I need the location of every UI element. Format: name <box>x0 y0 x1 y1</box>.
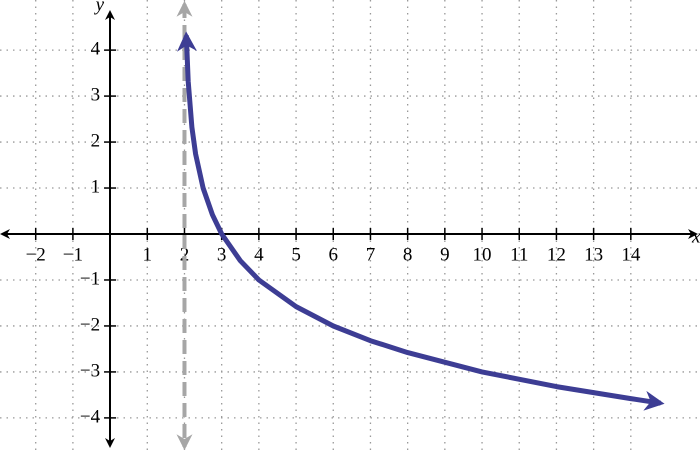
y-tick-label: −3 <box>80 360 100 381</box>
y-tick-label: 4 <box>91 38 101 59</box>
x-tick-label: 13 <box>584 244 603 265</box>
x-tick-label: 11 <box>510 244 528 265</box>
y-tick-label: 2 <box>91 130 101 151</box>
y-tick-label: −2 <box>80 314 100 335</box>
x-tick-label: 14 <box>621 244 641 265</box>
x-tick-label: 1 <box>143 244 153 265</box>
x-tick-label: 8 <box>403 244 413 265</box>
x-tick-label: 6 <box>329 244 339 265</box>
x-tick-label: −1 <box>63 244 83 265</box>
y-axis-label: y <box>94 0 105 15</box>
curve <box>176 31 665 411</box>
y-tick-label: 3 <box>91 84 101 105</box>
x-tick-label: 5 <box>291 244 301 265</box>
x-tick-label: 3 <box>217 244 227 265</box>
y-tick-label: −1 <box>80 268 100 289</box>
x-tick-label: −2 <box>26 244 46 265</box>
y-tick-label: −4 <box>80 406 101 427</box>
x-axis-label: x <box>691 226 700 247</box>
x-tick-label: 12 <box>547 244 566 265</box>
x-tick-label: 7 <box>366 244 376 265</box>
x-tick-label: 4 <box>254 244 264 265</box>
y-tick-label: 1 <box>91 176 101 197</box>
x-tick-label: 9 <box>440 244 450 265</box>
x-tick-label: 10 <box>473 244 492 265</box>
